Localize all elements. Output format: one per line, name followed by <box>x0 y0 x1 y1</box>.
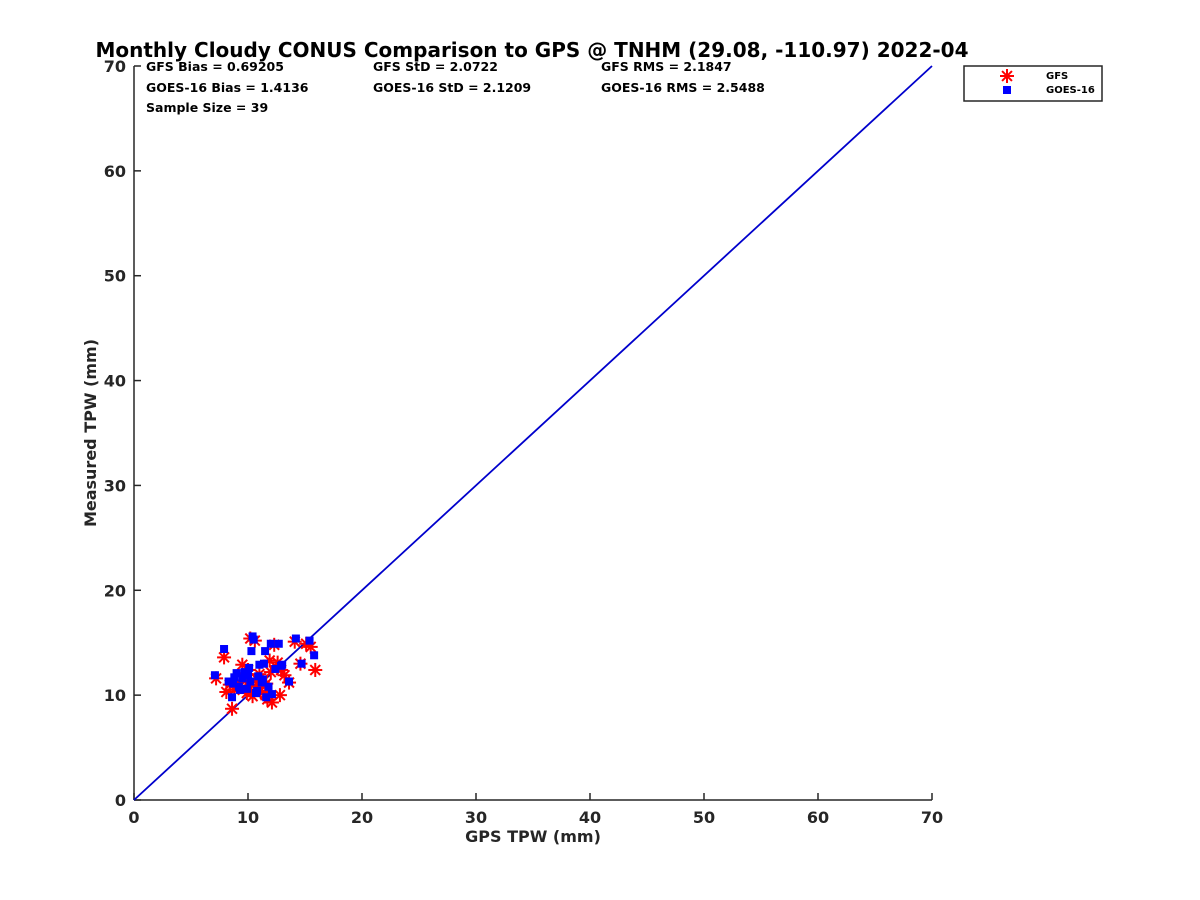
goes-16-point <box>249 635 258 644</box>
stat-goes-std: GOES-16 StD = 2.1209 <box>373 80 531 95</box>
stat-gfs-std: GFS StD = 2.0722 <box>373 59 498 74</box>
legend: GFS GOES-16 <box>963 65 1103 102</box>
x-tick-label: 50 <box>693 808 715 827</box>
x-tick-label: 60 <box>807 808 829 827</box>
goes-16-point <box>310 651 319 660</box>
goes-16-point <box>271 664 280 673</box>
x-ticks: 0 10 20 30 40 50 60 70 <box>128 793 943 827</box>
series-layer <box>209 631 323 716</box>
goes-16-point <box>259 659 268 668</box>
x-tick-label: 20 <box>351 808 373 827</box>
goes-16-point <box>232 669 241 678</box>
y-tick-label: 40 <box>104 372 126 391</box>
y-tick-label: 30 <box>104 476 126 495</box>
x-tick-label: 30 <box>465 808 487 827</box>
goes-16-point <box>254 672 263 681</box>
legend-gfs-asterisk <box>1000 69 1014 83</box>
x-tick-label: 0 <box>128 808 139 827</box>
y-tick-label: 10 <box>104 686 126 705</box>
goes-16-point <box>274 639 283 648</box>
legend-gfs-label: GFS <box>1046 71 1068 82</box>
stat-gfs-bias: GFS Bias = 0.69205 <box>146 59 284 74</box>
y-tick-label: 60 <box>104 162 126 181</box>
series-goes-16 <box>210 632 319 702</box>
legend-goes-label: GOES-16 <box>1046 85 1095 96</box>
plot-area: 0 10 20 30 40 50 60 70 0 10 20 30 40 50 60 70 <box>104 57 943 827</box>
legend-goes-square <box>1003 86 1011 94</box>
goes-16-point <box>247 647 256 656</box>
goes-16-point <box>258 675 267 684</box>
stat-goes-rms: GOES-16 RMS = 2.5488 <box>601 80 765 95</box>
goes-16-point <box>236 685 245 694</box>
y-tick-label: 50 <box>104 267 126 286</box>
goes-16-point <box>245 663 254 672</box>
x-tick-label: 70 <box>921 808 943 827</box>
goes-16-point <box>224 677 233 686</box>
gfs-point <box>308 662 323 677</box>
goes-16-point <box>277 661 286 670</box>
y-tick-label: 0 <box>115 791 126 810</box>
goes-16-point <box>291 634 300 643</box>
legend-goes-marker <box>1003 86 1011 94</box>
x-axis-label: GPS TPW (mm) <box>465 827 601 846</box>
y-axis-label: Measured TPW (mm) <box>81 339 100 527</box>
x-tick-label: 40 <box>579 808 601 827</box>
goes-16-point <box>242 684 251 693</box>
goes-16-point <box>264 682 273 691</box>
gfs-point <box>225 701 240 716</box>
goes-16-point <box>253 686 262 695</box>
stat-sample-size: Sample Size = 39 <box>146 100 268 115</box>
y-tick-label: 20 <box>104 581 126 600</box>
legend-box <box>963 65 1103 102</box>
goes-16-point <box>261 647 270 656</box>
gfs-point <box>217 650 232 665</box>
chart-title-group: Monthly Cloudy CONUS Comparison to GPS @… <box>95 38 968 62</box>
goes-16-point <box>230 673 239 682</box>
x-tick-label: 10 <box>237 808 259 827</box>
goes-16-point <box>267 690 276 699</box>
goes-16-point <box>297 659 306 668</box>
y-ticks: 0 10 20 30 40 50 60 70 <box>104 57 141 810</box>
goes-16-point <box>244 671 252 680</box>
legend-gfs-marker <box>1000 69 1014 83</box>
goes-16-point <box>266 639 275 648</box>
goes-16-point <box>305 636 314 645</box>
goes-16-point <box>210 671 219 680</box>
stat-goes-bias: GOES-16 Bias = 1.4136 <box>146 80 309 95</box>
goes-16-point <box>220 645 229 654</box>
goes-16-point <box>238 674 247 683</box>
goes-16-point <box>228 693 237 702</box>
goes-16-point <box>262 693 271 702</box>
stats-annotations: GFS Bias = 0.69205 GFS StD = 2.0722 GFS … <box>146 59 765 115</box>
stat-gfs-rms: GFS RMS = 2.1847 <box>601 59 732 74</box>
goes-16-point <box>255 660 264 669</box>
chart-title: Monthly Cloudy CONUS Comparison to GPS @… <box>95 38 968 62</box>
goes-16-point <box>229 679 238 688</box>
y-tick-label: 70 <box>104 57 126 76</box>
goes-16-point <box>246 677 255 686</box>
goes-16-point <box>285 677 294 686</box>
